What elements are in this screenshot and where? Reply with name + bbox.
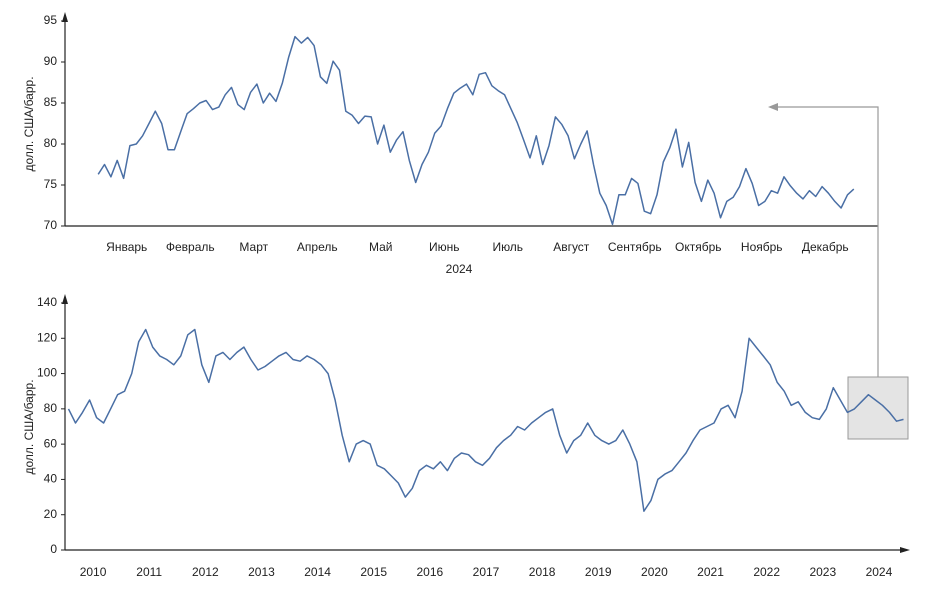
x-axis-label: 2024	[446, 262, 473, 276]
x-tick-label: 2023	[809, 565, 836, 579]
y-tick-label: 40	[44, 472, 58, 486]
axis-arrow	[62, 12, 68, 22]
x-tick-label: Январь	[106, 240, 147, 254]
x-tick-label: Декабрь	[802, 240, 849, 254]
y-tick-label: 60	[44, 436, 58, 450]
highlight-box	[847, 376, 909, 440]
x-tick-label: 2014	[304, 565, 331, 579]
x-tick-label: Июнь	[429, 240, 460, 254]
y-tick-label: 140	[37, 295, 57, 309]
x-tick-label: Март	[239, 240, 268, 254]
x-tick-label: Ноябрь	[741, 240, 783, 254]
y-axis-label: долл. США/барр.	[22, 76, 36, 171]
y-tick-label: 80	[44, 401, 58, 415]
x-tick-label: 2018	[529, 565, 556, 579]
x-tick-label: 2024	[866, 565, 893, 579]
y-tick-label: 85	[44, 95, 58, 109]
axis-arrow	[62, 294, 68, 304]
y-tick-label: 70	[44, 218, 58, 232]
x-tick-label: Апрель	[297, 240, 338, 254]
y-tick-label: 80	[44, 136, 58, 150]
y-tick-label: 95	[44, 13, 58, 27]
x-tick-label: 2010	[80, 565, 107, 579]
x-tick-label: 2019	[585, 565, 612, 579]
x-tick-label: Октябрь	[675, 240, 722, 254]
x-tick-label: Сентябрь	[608, 240, 662, 254]
data-line	[97, 35, 855, 226]
x-tick-label: 2013	[248, 565, 275, 579]
y-tick-label: 20	[44, 507, 58, 521]
x-tick-label: 2020	[641, 565, 668, 579]
x-tick-label: 2011	[136, 565, 162, 579]
x-tick-label: Июль	[492, 240, 523, 254]
y-tick-label: 100	[37, 366, 57, 380]
y-tick-label: 75	[44, 177, 58, 191]
connector-arrow	[768, 103, 778, 111]
axis-arrow	[900, 547, 910, 553]
y-tick-label: 90	[44, 54, 58, 68]
x-tick-label: Август	[553, 240, 590, 254]
x-tick-label: 2022	[753, 565, 780, 579]
x-tick-label: 2016	[417, 565, 444, 579]
y-axis-label: долл. США/барр.	[22, 379, 36, 474]
data-line	[67, 328, 904, 512]
x-tick-label: 2017	[473, 565, 500, 579]
x-tick-label: 2012	[192, 565, 219, 579]
x-tick-label: 2021	[697, 565, 724, 579]
axes	[64, 18, 905, 551]
connector	[776, 106, 879, 377]
y-tick-label: 120	[37, 330, 57, 344]
x-tick-label: Май	[369, 240, 393, 254]
x-tick-label: Февраль	[166, 240, 215, 254]
y-tick-label: 0	[50, 542, 57, 556]
x-tick-label: 2015	[360, 565, 387, 579]
